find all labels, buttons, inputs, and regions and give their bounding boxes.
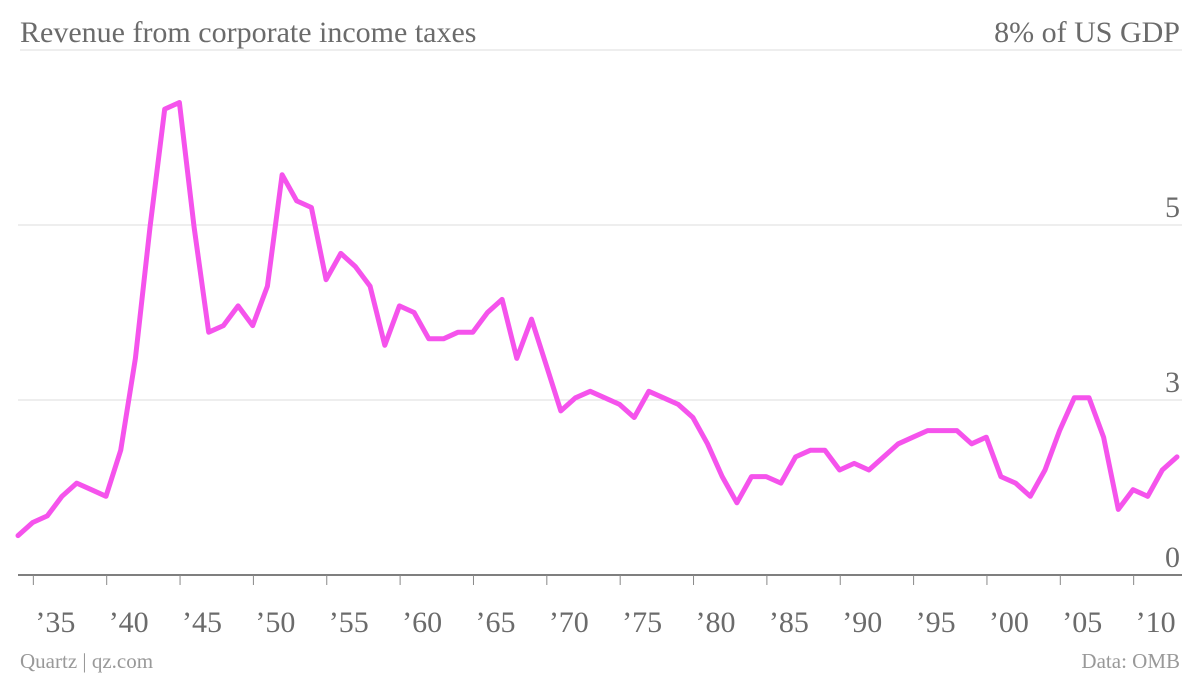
x-tick-label: ’75 [622,606,662,639]
source-left: Quartz | qz.com [20,649,153,673]
x-tick-label: ’50 [255,606,295,639]
source-right: Data: OMB [1081,649,1180,673]
x-tick-label: ’65 [475,606,515,639]
y-tick-label: 0 [1165,541,1180,574]
line [15,100,1180,539]
x-tick-label: ’85 [769,606,809,639]
x-tick-label: ’55 [329,606,369,639]
x-tick-label: ’35 [35,606,75,639]
y-tick-label: 8% of US GDP [994,16,1180,49]
chart-title: Revenue from corporate income taxes [20,16,476,49]
x-tick-label: ’05 [1062,606,1102,639]
x-tick-label: ’90 [842,606,882,639]
x-tick-label: ’80 [696,606,736,639]
x-tick-label: ’45 [182,606,222,639]
x-tick-label: ’40 [109,606,149,639]
x-tick-label: ’70 [549,606,589,639]
y-tick-label: 3 [1165,366,1180,399]
x-tick-label: ’60 [402,606,442,639]
x-tick-label: ’00 [989,606,1029,639]
y-tick-label: 5 [1165,191,1180,224]
x-tick-label: ’10 [1136,606,1176,639]
x-tick-label: ’95 [916,606,956,639]
